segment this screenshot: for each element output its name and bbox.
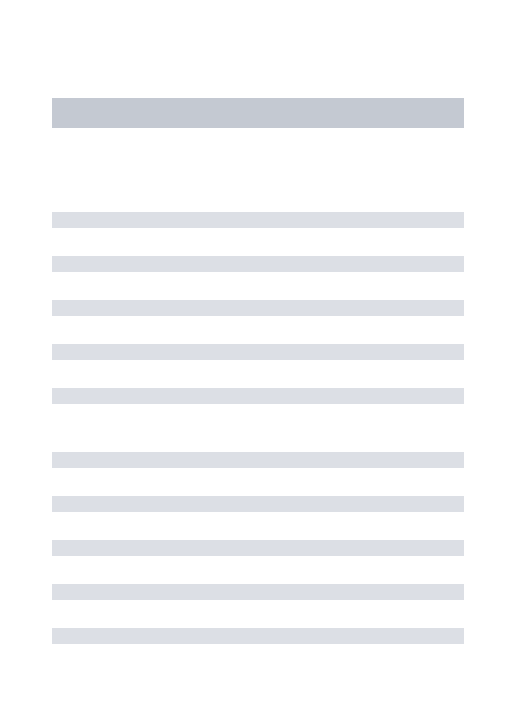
- skeleton-line: [52, 452, 464, 468]
- skeleton-line: [52, 584, 464, 600]
- skeleton-line: [52, 212, 464, 228]
- skeleton-header: [52, 98, 464, 128]
- skeleton-line: [52, 628, 464, 644]
- skeleton-line: [52, 256, 464, 272]
- skeleton-section: [52, 212, 464, 404]
- skeleton-line: [52, 300, 464, 316]
- skeleton-line: [52, 540, 464, 556]
- skeleton-section: [52, 452, 464, 644]
- skeleton-line: [52, 388, 464, 404]
- skeleton-line: [52, 344, 464, 360]
- skeleton-line: [52, 496, 464, 512]
